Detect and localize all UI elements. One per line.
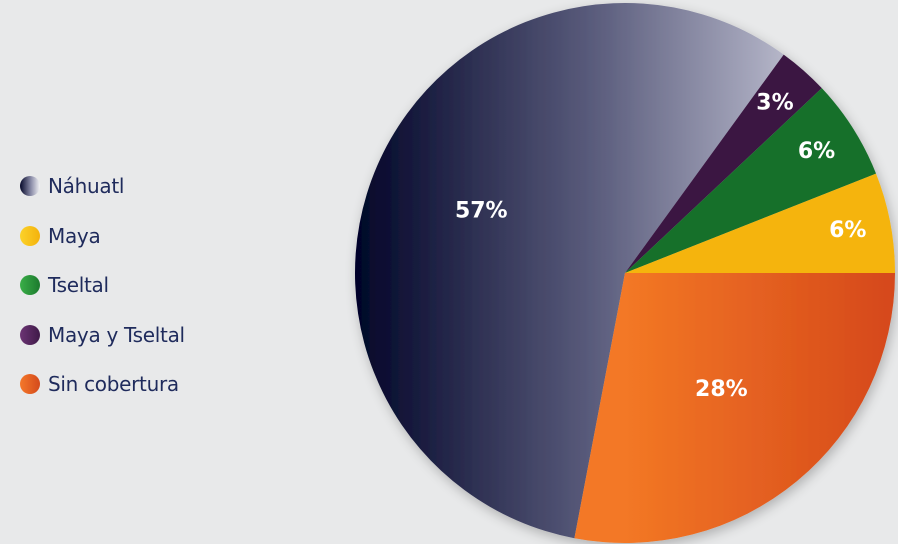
legend-item-tseltal: Tseltal: [20, 273, 185, 297]
slice-tseltal-label: 6%: [798, 139, 835, 164]
legend-item-nahuatl: Náhuatl: [20, 174, 185, 198]
slice-sin-cobertura-label: 28%: [695, 377, 748, 402]
legend-item-sin-cobertura: Sin cobertura: [20, 372, 185, 396]
slice-nahuatl-label: 57%: [455, 198, 508, 223]
slice-nahuatl: [354, 2, 784, 539]
legend-label: Tseltal: [48, 273, 109, 297]
legend-label: Sin cobertura: [48, 372, 179, 396]
legend-label: Náhuatl: [48, 174, 125, 198]
slice-maya: [625, 173, 895, 273]
slice-sin-cobertura: [574, 273, 895, 543]
legend-label: Maya y Tseltal: [48, 322, 185, 347]
legend-swatch-sin-cobertura: [20, 374, 40, 394]
legend-swatch-tseltal: [20, 275, 40, 295]
slice-maya-y-tseltal: [625, 54, 822, 273]
chart-legend: Náhuatl Maya Tseltal Maya y Tseltal Sin …: [20, 174, 185, 424]
legend-swatch-nahuatl: [20, 176, 40, 196]
slice-maya-label: 6%: [829, 218, 866, 243]
slice-maya-y-tseltal-label: 3%: [756, 90, 793, 115]
slice-tseltal: [625, 88, 877, 274]
legend-item-maya-y-tseltal: Maya y Tseltal: [20, 322, 185, 347]
legend-swatch-maya-y-tseltal: [20, 324, 40, 345]
legend-item-maya: Maya: [20, 223, 185, 248]
legend-label: Maya: [48, 223, 101, 248]
legend-swatch-maya: [20, 225, 40, 246]
